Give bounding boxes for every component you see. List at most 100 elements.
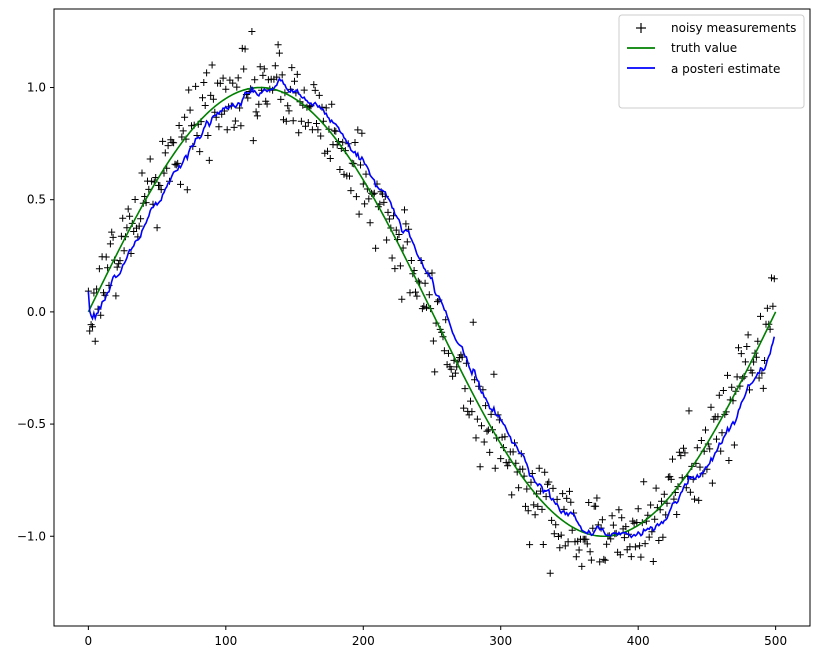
measurement-point (631, 543, 639, 551)
measurement-point (392, 226, 400, 234)
measurement-point (550, 530, 558, 538)
measurement-point (112, 292, 120, 300)
measurement-point (352, 193, 360, 201)
measurement-point (567, 498, 575, 506)
measurement-point (209, 95, 217, 103)
measurement-point (744, 331, 752, 339)
measurement-point (575, 546, 583, 554)
measurement-point (659, 533, 667, 541)
measurement-point (240, 65, 248, 73)
measurement-point (251, 76, 259, 84)
measurement-point (641, 540, 649, 548)
measurement-point (277, 95, 285, 103)
measurement-point (552, 521, 560, 529)
measurement-point (483, 427, 491, 435)
measurement-point (566, 487, 573, 495)
measurement-point (274, 41, 282, 49)
measurement-point (429, 337, 437, 345)
x-tick-label: 400 (627, 634, 650, 648)
measurement-point (406, 289, 414, 297)
measurement-point (339, 138, 347, 146)
measurement-point (708, 479, 716, 487)
measurement-point (548, 516, 556, 524)
measurement-point (310, 81, 318, 89)
measurement-point (175, 122, 183, 129)
measurement-point (260, 65, 268, 73)
measurement-point (655, 537, 663, 544)
x-tick-label: 300 (489, 634, 512, 648)
measurement-point (222, 85, 230, 93)
measurement-point (196, 148, 204, 156)
measurement-point (748, 369, 756, 377)
legend-marker-noisy-measurements (636, 23, 646, 33)
measurement-point (486, 448, 494, 456)
measurement-point (717, 447, 725, 455)
measurement-point (530, 501, 538, 509)
measurement-point (737, 350, 745, 358)
measurement-point (326, 155, 334, 162)
measurement-point (445, 349, 452, 357)
measurement-point (469, 318, 477, 326)
measurement-point (522, 502, 529, 510)
measurement-point (207, 91, 215, 99)
measurement-point (300, 86, 308, 94)
measurement-point (291, 77, 298, 85)
series-truth-value-line (87, 86, 777, 538)
measurement-point (302, 122, 309, 130)
measurement-point (461, 385, 469, 393)
measurement-point (523, 485, 531, 493)
measurement-point (667, 475, 675, 483)
measurement-point (185, 86, 193, 94)
measurement-point (346, 172, 353, 180)
measurement-point (741, 358, 749, 366)
measurement-point (620, 534, 628, 542)
measurement-point (263, 100, 271, 108)
measurement-point (652, 484, 660, 492)
measurement-point (398, 295, 406, 303)
measurement-point (170, 139, 178, 147)
measurement-point (407, 257, 415, 264)
measurement-point (553, 495, 561, 503)
measurement-point (355, 210, 363, 218)
measurement-point (248, 28, 256, 35)
measurement-point (757, 312, 764, 320)
measurement-point (229, 79, 237, 87)
measurement-point (681, 449, 689, 457)
measurement-point (670, 495, 678, 503)
measurement-point (138, 169, 146, 177)
measurement-point (233, 83, 241, 91)
measurement-point (135, 222, 143, 230)
measurement-point (313, 120, 320, 127)
measurement-point (380, 198, 388, 206)
measurement-point (255, 100, 263, 108)
measurement-point (146, 155, 154, 163)
measurement-point (86, 327, 94, 335)
measurement-point (124, 205, 132, 213)
measurement-point (478, 422, 485, 430)
measurement-point (131, 196, 139, 203)
legend-label-truth-value: truth value (671, 41, 737, 55)
measurement-point (451, 369, 459, 377)
measurement-point (645, 533, 653, 541)
measurement-point (487, 410, 495, 418)
measurement-point (735, 344, 742, 352)
measurement-point (295, 129, 303, 137)
measurement-point (491, 464, 499, 472)
measurement-point (186, 106, 194, 114)
measurement-point (603, 540, 611, 548)
measurement-point (315, 91, 323, 99)
measurement-point (259, 71, 267, 79)
measurement-point (401, 206, 408, 214)
measurement-point (658, 497, 665, 505)
measurement-point (725, 457, 733, 464)
measurement-point (702, 426, 709, 434)
measurement-point (231, 117, 239, 125)
measurement-point (724, 371, 731, 379)
measurement-point (372, 244, 380, 252)
measurement-point (680, 444, 687, 452)
measurement-point (159, 137, 167, 145)
measurement-point (178, 133, 186, 141)
x-tick-label: 500 (764, 634, 787, 648)
measurement-point (501, 433, 509, 441)
measurement-point (505, 458, 513, 466)
